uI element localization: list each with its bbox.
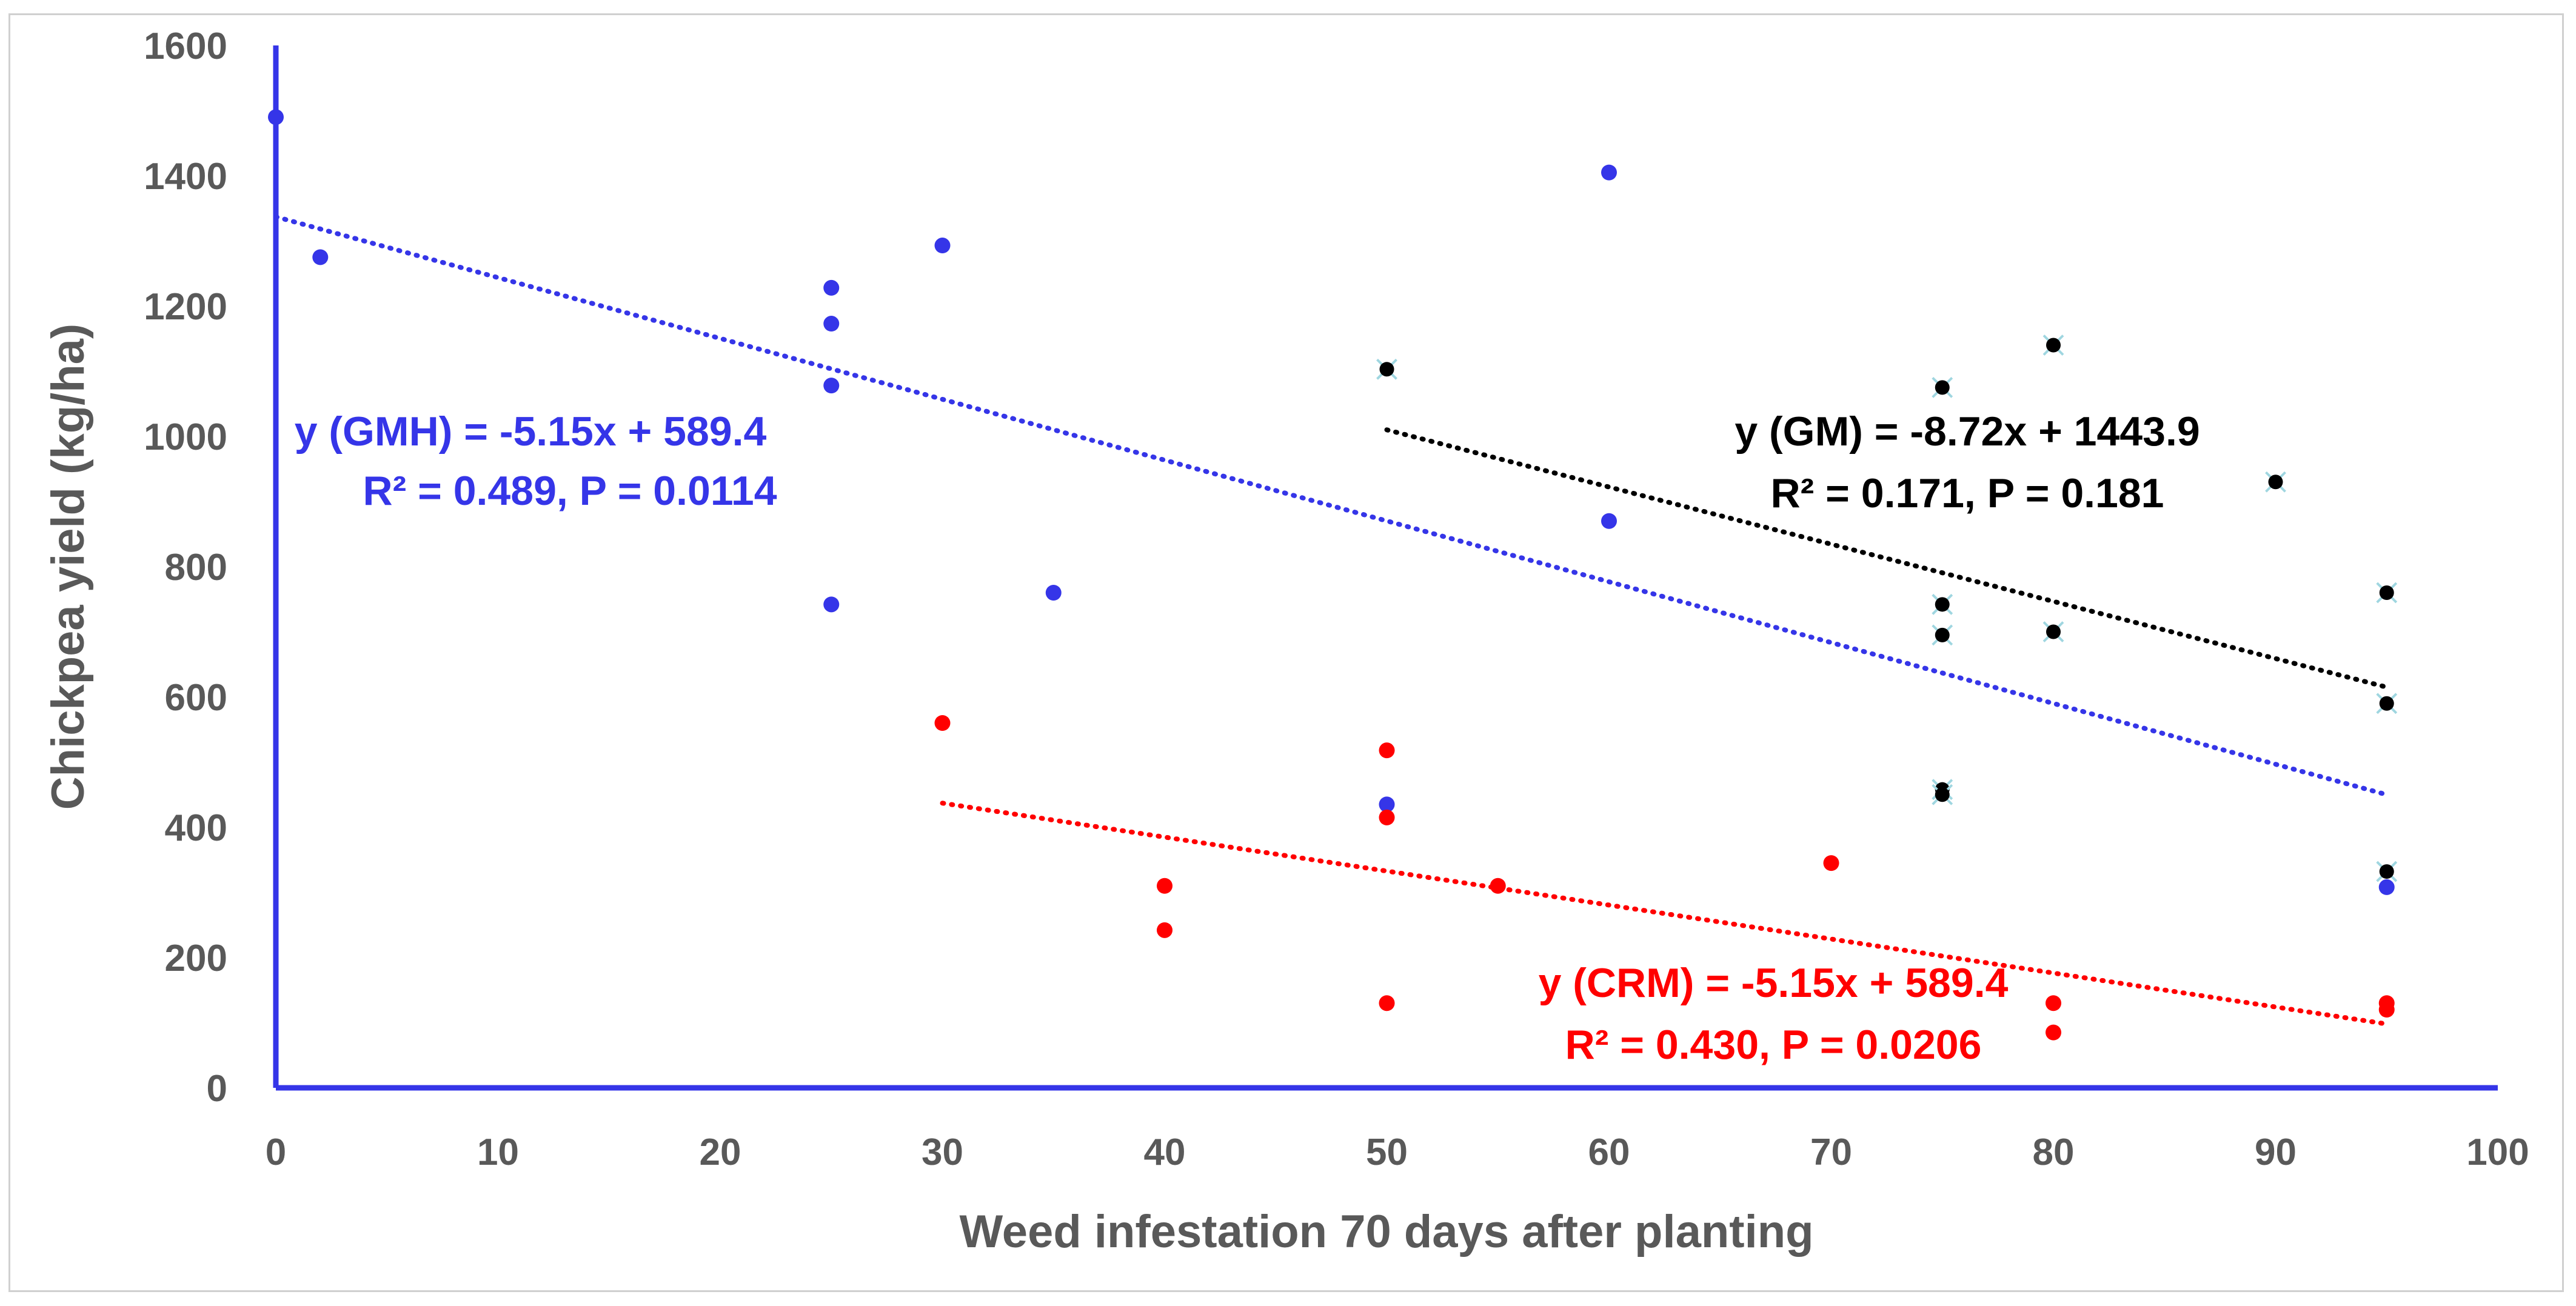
x-tick-label: 90 (2255, 1131, 2297, 1173)
gm-data-point (2376, 693, 2398, 715)
x-tick-label: 0 (266, 1131, 286, 1173)
y-tick-label: 800 (165, 547, 227, 588)
x-tick-labels: 0 10 20 30 40 50 60 70 80 90 100 (266, 1131, 2529, 1173)
x-tick-label: 50 (1366, 1131, 1408, 1173)
gm-data-point (2265, 471, 2286, 493)
gm-trendline (1384, 427, 2389, 690)
crm-data-point (1379, 809, 1395, 825)
gmh-data-point (823, 596, 840, 613)
x-tick-label: 60 (1588, 1131, 1630, 1173)
x-tick-label: 70 (1810, 1131, 1852, 1173)
data-points (268, 109, 2398, 1041)
gmh-equation: y (GMH) = -5.15x + 589.4 (295, 408, 767, 455)
y-tick-label: 400 (165, 807, 227, 849)
gmh-data-point (934, 238, 951, 254)
gm-data-point (2042, 335, 2064, 356)
y-tick-label: 1600 (144, 25, 227, 67)
x-tick-label: 20 (700, 1131, 741, 1173)
trendlines (273, 214, 2389, 1027)
y-tick-label: 1000 (144, 416, 227, 458)
y-tick-label: 1400 (144, 156, 227, 198)
crm-trendline (940, 801, 2389, 1027)
x-tick-label: 80 (2033, 1131, 2075, 1173)
crm-data-point (2046, 995, 2061, 1011)
x-axis-title: Weed infestation 70 days after planting (959, 1206, 1813, 1258)
gmh-data-point (823, 279, 840, 296)
gm-data-point (2042, 621, 2064, 642)
crm-data-point (2046, 1024, 2061, 1041)
gmh-data-point (1601, 513, 1617, 529)
crm-stats: R² = 0.430, P = 0.0206 (1565, 1022, 1982, 1068)
gm-data-point (1932, 376, 1953, 398)
gmh-stats: R² = 0.489, P = 0.0114 (363, 468, 777, 514)
y-tick-label: 600 (165, 677, 227, 719)
x-tick-label: 40 (1144, 1131, 1186, 1173)
gm-data-point (1932, 593, 1953, 615)
gmh-data-point (2378, 879, 2395, 895)
crm-data-point (2378, 1002, 2395, 1018)
gmh-data-point (1045, 585, 1062, 601)
crm-equation: y (CRM) = -5.15x + 589.4 (1539, 960, 2009, 1006)
y-tick-label: 0 (207, 1068, 227, 1110)
crm-data-point (1379, 742, 1395, 759)
crm-data-point (934, 715, 951, 731)
gmh-data-point (1379, 796, 1395, 813)
gm-data-point (1932, 784, 1953, 805)
y-tick-label: 200 (165, 938, 227, 979)
gm-data-point (2376, 582, 2398, 604)
crm-data-point (1379, 995, 1395, 1011)
x-tick-label: 30 (922, 1131, 963, 1173)
chart-frame (8, 13, 2564, 1292)
y-axis-title: Chickpea yield (kg/ha) (42, 324, 94, 810)
y-tick-labels: 0 200 400 600 800 1000 1200 1400 1600 (144, 25, 227, 1110)
x-tick-label: 100 (2466, 1131, 2529, 1173)
gm-data-point (1932, 624, 1953, 646)
gmh-data-point (823, 316, 840, 332)
axes (273, 45, 2498, 1091)
y-tick-label: 1200 (144, 286, 227, 328)
gm-data-point (2376, 861, 2398, 882)
crm-data-point (1157, 878, 1173, 894)
gmh-data-point (1601, 164, 1617, 181)
gm-data-point (1376, 358, 1397, 380)
gm-equation: y (GM) = -8.72x + 1443.9 (1735, 408, 2200, 455)
crm-data-point (1823, 855, 1839, 871)
crm-data-point (1157, 922, 1173, 938)
gmh-data-point (823, 378, 840, 394)
crm-data-point (1490, 878, 1506, 894)
gmh-data-point (268, 109, 284, 125)
gmh-trendline (273, 214, 2389, 798)
gm-stats: R² = 0.171, P = 0.181 (1771, 470, 2164, 516)
x-tick-label: 10 (477, 1131, 519, 1173)
gmh-data-point (312, 249, 329, 265)
